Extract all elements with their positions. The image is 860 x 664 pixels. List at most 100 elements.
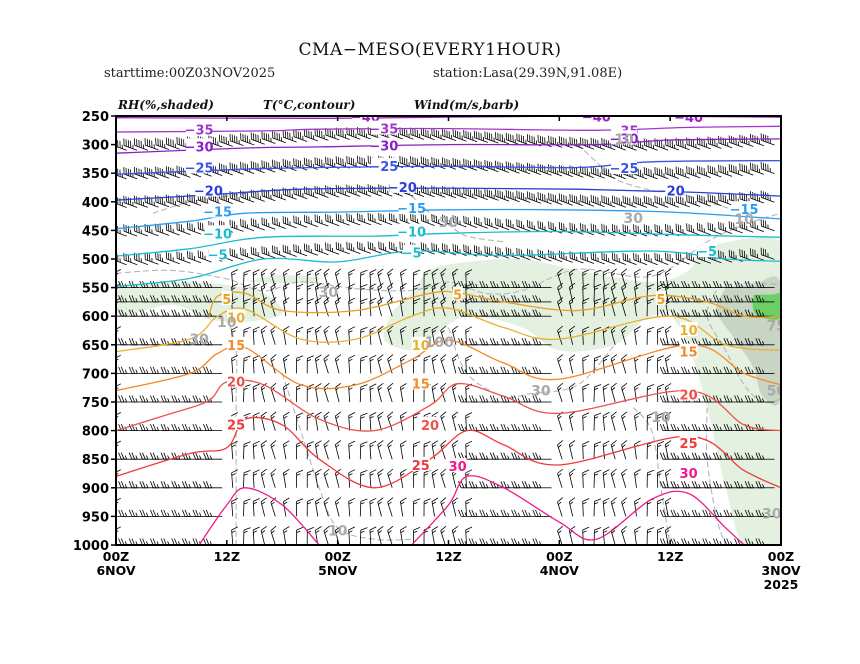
wind-barb xyxy=(387,440,394,460)
temperature-contour-label: 20 xyxy=(680,389,698,404)
wind-barb xyxy=(568,297,576,317)
wind-barb xyxy=(582,412,590,431)
wind-barb xyxy=(686,194,701,207)
wind-barb xyxy=(296,526,304,545)
contour-label-bg xyxy=(195,182,222,197)
wind-barb xyxy=(335,156,350,169)
wind-barb xyxy=(369,440,377,460)
wind-barb xyxy=(387,525,394,545)
rh-contour-line xyxy=(152,189,264,214)
y-tick-label: 250 xyxy=(82,110,109,125)
temperature-contour-label: −5 xyxy=(402,247,422,262)
contour-label-bg xyxy=(679,343,698,358)
y-tick-label: 300 xyxy=(82,139,109,154)
wind-barb xyxy=(664,440,672,460)
wind-barb xyxy=(665,138,680,151)
wind-barb xyxy=(440,468,447,488)
wind-barb xyxy=(160,481,180,489)
wind-barb xyxy=(657,355,665,374)
contour-label-bg xyxy=(208,246,227,261)
wind-barb xyxy=(176,251,191,264)
wind-barb xyxy=(306,355,314,374)
wind-barb xyxy=(315,383,322,403)
wind-barb xyxy=(293,215,308,228)
wind-barb xyxy=(532,280,552,289)
wind-barb xyxy=(357,212,372,226)
wind-barb xyxy=(315,440,322,460)
wind-barb xyxy=(593,441,602,460)
wind-barb xyxy=(314,185,329,198)
x-tick-label: 12Z xyxy=(214,549,240,564)
wind-barb xyxy=(755,509,775,517)
wind-barb xyxy=(728,135,743,148)
wind-barb xyxy=(621,411,628,431)
wind-barb xyxy=(750,248,765,261)
wind-barb xyxy=(334,382,342,403)
y-tick-label: 650 xyxy=(82,339,109,354)
wind-barb xyxy=(484,131,499,144)
wind-barb xyxy=(187,222,202,235)
wind-barb xyxy=(252,412,260,431)
wind-barb xyxy=(377,411,384,431)
temperature-contour-label: −35 xyxy=(369,123,398,138)
wind-barb xyxy=(306,326,314,345)
wind-barb xyxy=(203,395,223,403)
wind-barb xyxy=(532,395,552,403)
wind-barb xyxy=(610,354,617,374)
wind-barb xyxy=(203,338,223,346)
wind-barb xyxy=(465,526,473,545)
wind-barb xyxy=(187,250,202,264)
wind-barb xyxy=(272,188,287,201)
wind-barb xyxy=(657,412,665,431)
wind-barb xyxy=(646,384,655,403)
wind-barb xyxy=(296,498,304,517)
wind-barb xyxy=(440,325,447,345)
contour-label-bg xyxy=(370,120,397,135)
wind-barb xyxy=(335,213,350,226)
x-tick-label: 12Z xyxy=(657,549,683,564)
wind-barb xyxy=(293,244,308,257)
wind-barb xyxy=(686,223,701,236)
wind-barb xyxy=(582,469,590,488)
y-tick-label: 950 xyxy=(82,510,109,525)
wind-barb xyxy=(388,241,403,254)
wind-barb xyxy=(665,166,680,179)
contour-label-bg xyxy=(352,116,379,123)
wind-barb xyxy=(387,468,394,488)
wind-barb xyxy=(621,468,628,488)
wind-barb xyxy=(654,252,669,265)
wind-barb xyxy=(696,194,711,207)
rh-contour-line xyxy=(226,316,238,545)
wind-barb xyxy=(369,269,377,288)
wind-barb xyxy=(357,127,372,140)
contour-label-bg xyxy=(448,458,467,473)
contour-label-bg xyxy=(398,223,425,238)
wind-barb xyxy=(270,354,277,374)
wind-barb xyxy=(465,469,473,488)
wind-barb xyxy=(272,245,287,258)
contour-label-bg xyxy=(221,291,232,305)
rh-contour-label: 30 xyxy=(623,211,643,227)
wind-barb xyxy=(489,395,509,403)
wind-barb xyxy=(250,189,265,202)
wind-barb xyxy=(150,295,170,303)
wind-barb xyxy=(261,188,276,202)
rh-contour-label: 10 xyxy=(651,410,671,426)
wind-barb xyxy=(580,137,595,150)
wind-barb xyxy=(270,440,277,460)
wind-barb xyxy=(569,193,584,207)
contour-label-bg xyxy=(698,243,717,257)
y-tick-label: 550 xyxy=(82,282,109,297)
wind-barb xyxy=(315,283,322,302)
wind-barb xyxy=(602,412,610,431)
temperature-contour-label: −25 xyxy=(369,160,398,175)
temperature-contour-label: −30 xyxy=(185,140,214,155)
wind-barb xyxy=(451,525,459,545)
wind-barb xyxy=(283,283,290,302)
wind-barb xyxy=(707,165,722,178)
temperature-contour-label: 5 xyxy=(656,293,665,308)
wind-barb xyxy=(314,242,329,256)
wind-barb xyxy=(657,498,665,517)
temperature-contour-label: 25 xyxy=(412,459,430,474)
wind-barb xyxy=(270,525,277,545)
